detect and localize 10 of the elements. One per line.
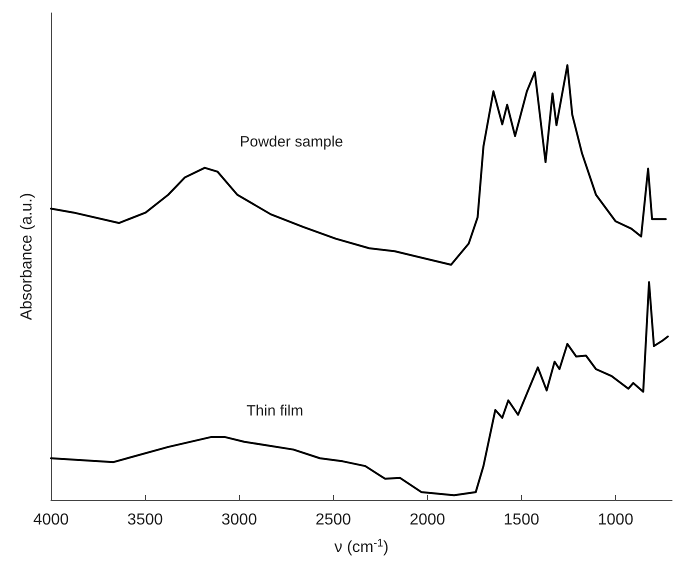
x-tick-label: 3500 bbox=[127, 512, 163, 528]
y-axis-title: Absorbance (a.u.) bbox=[18, 192, 36, 320]
x-tick-label: 1500 bbox=[504, 512, 540, 528]
text: Powder sample bbox=[240, 133, 344, 150]
x-tick-label: 3000 bbox=[221, 512, 258, 528]
x-tick-label: 4000 bbox=[33, 512, 69, 528]
x-tick-label: 2000 bbox=[410, 512, 446, 528]
series-label: Thin film bbox=[246, 402, 304, 420]
x-tick-label: 1000 bbox=[598, 512, 634, 528]
x-tick-label: 2500 bbox=[315, 512, 352, 528]
